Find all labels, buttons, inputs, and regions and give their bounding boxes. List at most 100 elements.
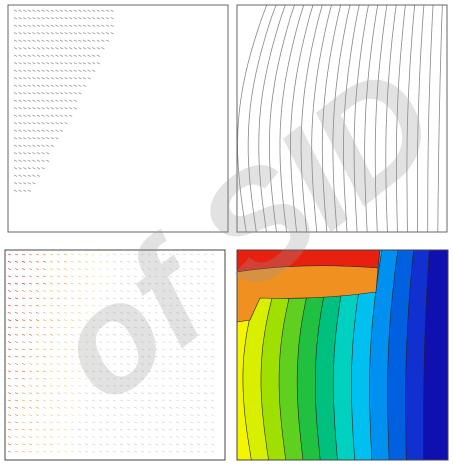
line: [70, 319, 75, 321]
line: [168, 414, 173, 416]
line: [21, 399, 26, 402]
line: [189, 275, 194, 278]
line: [147, 392, 152, 394]
line: [84, 370, 89, 373]
line: [69, 84, 73, 87]
line: [140, 261, 145, 263]
line: [87, 69, 91, 72]
line: [154, 421, 159, 424]
line: [98, 392, 103, 394]
line: [210, 348, 215, 351]
line: [91, 304, 96, 307]
line: [63, 399, 68, 402]
line: [119, 355, 124, 358]
line: [41, 159, 45, 162]
line: [73, 32, 77, 35]
line: [133, 312, 138, 314]
line: [35, 385, 40, 387]
line: [105, 392, 110, 394]
line: [36, 159, 41, 162]
line: [189, 385, 194, 387]
line: [98, 443, 103, 446]
line: [168, 428, 173, 431]
shape: [353, 4, 369, 233]
line: [13, 144, 18, 147]
line: [101, 47, 105, 50]
line: [46, 122, 50, 125]
line: [63, 319, 68, 321]
line: [41, 54, 45, 57]
line: [28, 355, 33, 358]
line: [14, 334, 19, 336]
line: [203, 348, 208, 351]
line: [98, 297, 103, 300]
line: [14, 341, 19, 343]
line: [50, 47, 54, 50]
shape: [396, 4, 406, 233]
line: [42, 399, 47, 402]
line: [27, 144, 31, 147]
line: [77, 348, 82, 351]
line: [55, 129, 59, 132]
line: [42, 334, 47, 336]
line: [36, 69, 41, 72]
line: [18, 174, 22, 177]
line: [70, 436, 75, 438]
line: [50, 62, 54, 65]
line: [126, 436, 131, 438]
line: [13, 137, 18, 140]
line: [50, 77, 54, 80]
line: [147, 282, 152, 285]
line: [154, 312, 159, 314]
line: [23, 182, 27, 185]
line: [189, 450, 194, 453]
line: [168, 326, 173, 329]
line: [182, 385, 187, 387]
line: [35, 319, 40, 321]
line: [92, 62, 96, 65]
line: [133, 436, 138, 438]
line: [63, 436, 68, 438]
line: [182, 312, 187, 314]
line: [42, 407, 47, 409]
line: [41, 24, 45, 27]
line: [161, 275, 166, 278]
line: [27, 32, 31, 35]
line: [36, 107, 41, 110]
line: [92, 39, 96, 42]
line: [21, 414, 26, 416]
line: [13, 54, 18, 57]
line: [168, 443, 173, 446]
line: [147, 334, 152, 336]
line: [147, 304, 152, 307]
line: [105, 341, 110, 343]
line: [55, 54, 59, 57]
line: [23, 24, 27, 27]
line: [7, 399, 12, 402]
filled-contour-panel: [236, 249, 449, 461]
line: [182, 282, 187, 285]
line: [35, 407, 40, 409]
line: [154, 370, 159, 373]
line: [49, 414, 54, 416]
line: [56, 290, 61, 292]
line: [189, 312, 194, 314]
line: [101, 24, 105, 27]
line: [59, 47, 64, 50]
line: [14, 282, 19, 285]
line: [161, 355, 166, 358]
line: [98, 348, 103, 351]
line: [18, 114, 22, 117]
line: [21, 436, 26, 438]
line: [82, 39, 87, 42]
line: [18, 137, 22, 140]
line: [140, 443, 145, 446]
line: [41, 144, 45, 147]
line: [59, 107, 64, 110]
line: [147, 312, 152, 314]
line: [105, 319, 110, 321]
line: [161, 450, 166, 453]
line: [21, 297, 26, 300]
line: [84, 414, 89, 416]
line: [21, 370, 26, 373]
